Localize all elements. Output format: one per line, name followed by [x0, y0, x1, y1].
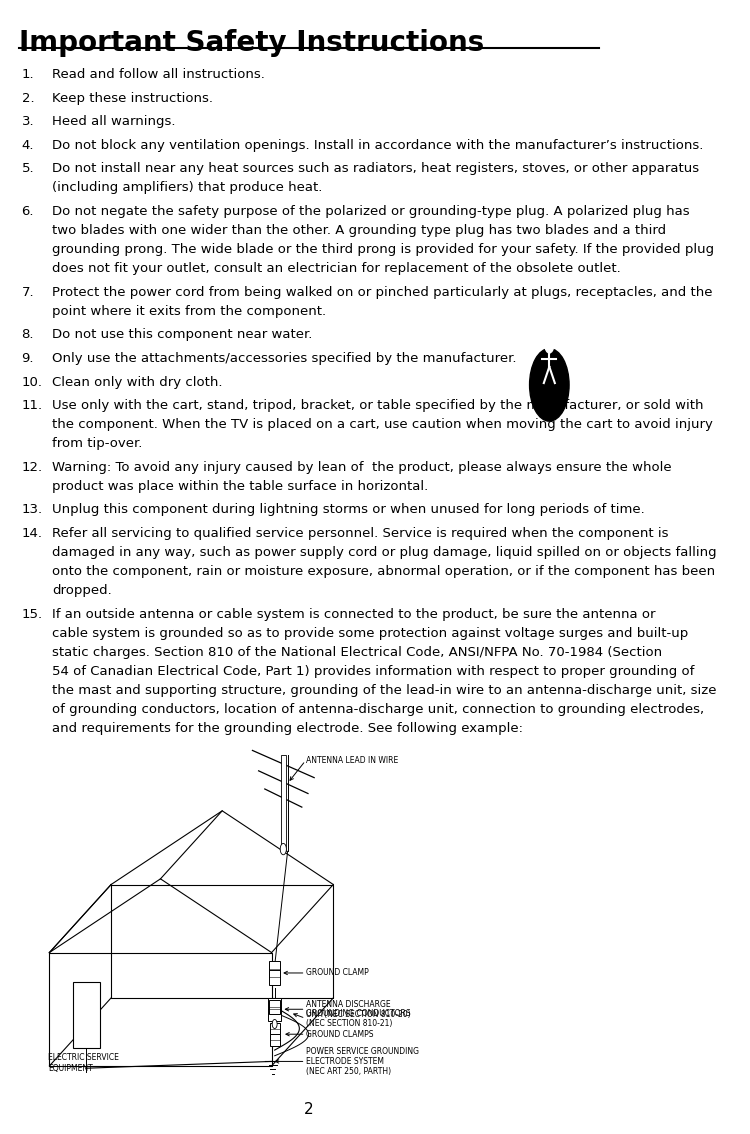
Text: Refer all servicing to qualified service personnel. Service is required when the: Refer all servicing to qualified service… — [53, 527, 669, 540]
Text: 6.: 6. — [22, 205, 34, 218]
Text: 12.: 12. — [22, 460, 43, 474]
Text: Warning: To avoid any injury caused by lean of  the product, please always ensur: Warning: To avoid any injury caused by l… — [53, 460, 672, 474]
Text: two blades with one wider than the other. A grounding type plug has two blades a: two blades with one wider than the other… — [53, 225, 667, 237]
Text: Unplug this component during lightning storms or when unused for long periods of: Unplug this component during lightning s… — [53, 503, 645, 516]
Text: Do not block any ventilation openings. Install in accordance with the manufactur: Do not block any ventilation openings. I… — [53, 138, 703, 152]
Text: Only use the attachments/accessories specified by the manufacturer.: Only use the attachments/accessories spe… — [53, 352, 517, 365]
Circle shape — [530, 348, 569, 421]
Bar — [268, 998, 281, 1021]
Circle shape — [280, 844, 286, 855]
Text: product was place within the table surface in horizontal.: product was place within the table surfa… — [53, 480, 429, 493]
Text: ANTENNA LEAD IN WIRE: ANTENNA LEAD IN WIRE — [305, 756, 398, 765]
Text: Do not install near any heat sources such as radiators, heat registers, stoves, : Do not install near any heat sources suc… — [53, 162, 700, 176]
Text: If an outside antenna or cable system is connected to the product, be sure the a: If an outside antenna or cable system is… — [53, 608, 656, 620]
Text: 2: 2 — [304, 1101, 313, 1117]
Text: GROUND CLAMP: GROUND CLAMP — [305, 968, 368, 978]
Text: 14.: 14. — [22, 527, 43, 540]
Text: 4.: 4. — [22, 138, 34, 152]
Bar — [280, 755, 286, 852]
Text: of grounding conductors, location of antenna-discharge unit, connection to groun: of grounding conductors, location of ant… — [53, 703, 704, 716]
Text: Do not use this component near water.: Do not use this component near water. — [53, 329, 313, 341]
Text: grounding prong. The wide blade or the third prong is provided for your safety. : grounding prong. The wide blade or the t… — [53, 243, 715, 256]
Text: from tip-over.: from tip-over. — [53, 438, 142, 450]
Text: static charges. Section 810 of the National Electrical Code, ANSI/NFPA No. 70-19: static charges. Section 810 of the Natio… — [53, 646, 662, 659]
Text: onto the component, rain or moisture exposure, abnormal operation, or if the com: onto the component, rain or moisture exp… — [53, 565, 715, 578]
Text: Clean only with dry cloth.: Clean only with dry cloth. — [53, 375, 223, 389]
Bar — [269, 962, 280, 976]
Text: (including amplifiers) that produce heat.: (including amplifiers) that produce heat… — [53, 181, 322, 194]
Bar — [73, 982, 100, 1048]
Text: 5.: 5. — [22, 162, 34, 176]
Text: Important Safety Instructions: Important Safety Instructions — [19, 29, 484, 58]
Text: 13.: 13. — [22, 503, 43, 516]
Text: the mast and supporting structure, grounding of the lead-in wire to an antenna-d: the mast and supporting structure, groun… — [53, 684, 717, 697]
Text: Heed all warnings.: Heed all warnings. — [53, 116, 176, 128]
Text: GROUNDING CONDUCTORS
(NEC SECTION 810-21): GROUNDING CONDUCTORS (NEC SECTION 810-21… — [305, 1008, 410, 1029]
Bar — [270, 1034, 280, 1046]
Text: GROUND CLAMPS: GROUND CLAMPS — [305, 1030, 373, 1039]
Text: and requirements for the grounding electrode. See following example:: and requirements for the grounding elect… — [53, 722, 524, 735]
Text: dropped.: dropped. — [53, 584, 112, 598]
Text: ANTENNA DISCHARGE
UNIT(NEC SECTION 810-20): ANTENNA DISCHARGE UNIT(NEC SECTION 810-2… — [305, 999, 410, 1019]
Text: POWER SERVICE GROUNDING
ELECTRODE SYSTEM
(NEC ART 250, PARTH): POWER SERVICE GROUNDING ELECTRODE SYSTEM… — [305, 1047, 419, 1076]
Text: 1.: 1. — [22, 68, 34, 81]
Text: 2.: 2. — [22, 92, 34, 104]
Text: 11.: 11. — [22, 399, 43, 412]
Circle shape — [545, 337, 554, 353]
Text: Do not negate the safety purpose of the polarized or grounding-type plug. A pola: Do not negate the safety purpose of the … — [53, 205, 690, 218]
Text: ELECTRIC SERVICE
EQUIPMENT: ELECTRIC SERVICE EQUIPMENT — [48, 1053, 118, 1073]
Text: damaged in any way, such as power supply cord or plug damage, liquid spilled on : damaged in any way, such as power supply… — [53, 547, 717, 559]
Text: point where it exits from the component.: point where it exits from the component. — [53, 305, 326, 318]
Text: 15.: 15. — [22, 608, 43, 620]
Text: Keep these instructions.: Keep these instructions. — [53, 92, 214, 104]
Text: 7.: 7. — [22, 286, 34, 298]
Text: cable system is grounded so as to provide some protection against voltage surges: cable system is grounded so as to provid… — [53, 627, 689, 640]
Text: Read and follow all instructions.: Read and follow all instructions. — [53, 68, 266, 81]
Text: 8.: 8. — [22, 329, 34, 341]
Text: does not fit your outlet, consult an electrician for replacement of the obsolete: does not fit your outlet, consult an ele… — [53, 262, 621, 276]
Bar — [269, 1000, 280, 1014]
Bar — [269, 970, 280, 984]
Text: Use only with the cart, stand, tripod, bracket, or table specified by the manufa: Use only with the cart, stand, tripod, b… — [53, 399, 704, 412]
Text: 9.: 9. — [22, 352, 34, 365]
Text: Protect the power cord from being walked on or pinched particularly at plugs, re: Protect the power cord from being walked… — [53, 286, 713, 298]
Text: 54 of Canadian Electrical Code, Part 1) provides information with respect to pro: 54 of Canadian Electrical Code, Part 1) … — [53, 665, 695, 678]
Circle shape — [272, 1019, 278, 1029]
Text: 3.: 3. — [22, 116, 34, 128]
Text: the component. When the TV is placed on a cart, use caution when moving the cart: the component. When the TV is placed on … — [53, 418, 713, 431]
Bar — [270, 1023, 280, 1034]
Text: 10.: 10. — [22, 375, 43, 389]
